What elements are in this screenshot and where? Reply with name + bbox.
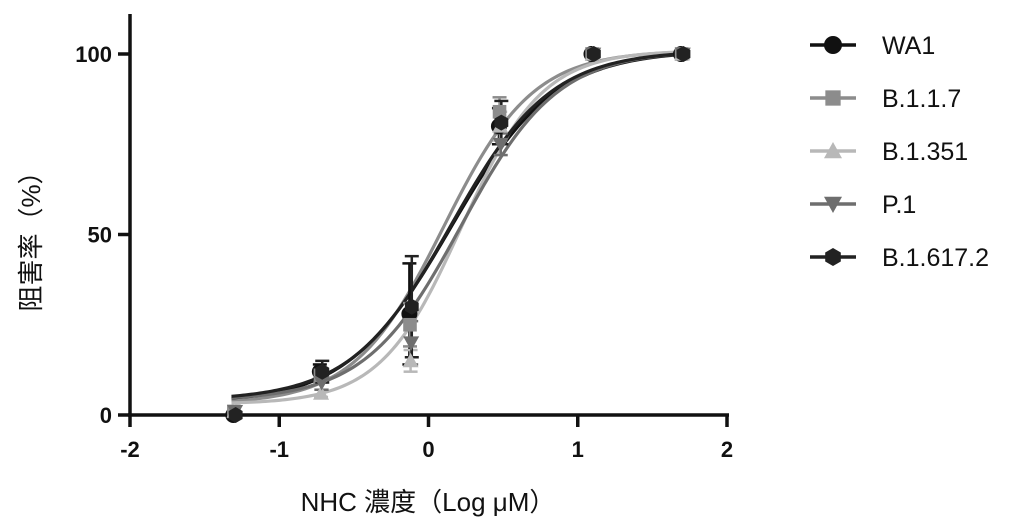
legend-label: B.1.617.2 [882,244,989,272]
x-tick-label: 2 [721,437,733,462]
data-point-B.1.617.2 [494,114,509,131]
x-axis-title: NHC 濃度（Log μM） [301,487,556,517]
fit-curve-P.1 [231,52,686,400]
y-tick-label: 50 [88,223,112,248]
data-point-B.1.617.2 [676,46,691,62]
legend-label: WA1 [882,32,935,60]
legend-marker-B.1.351 [824,142,842,159]
fit-curve-B.1.617.2 [231,51,686,398]
legend-label: P.1 [882,191,916,219]
axes: 0 50 100 -2 -1 0 1 2 [75,14,733,462]
legend-marker-B.1.1.7 [825,90,841,106]
data-point-B.1.617.2 [404,298,419,315]
legend-label: B.1.1.7 [882,85,961,113]
data-point-B.1.1.7 [403,317,417,332]
legend-marker-B.1.617.2 [825,248,841,266]
fit-curve-B.1.351 [231,50,686,405]
data-point-B.1.617.2 [228,407,243,423]
data-point-P.1 [492,137,509,153]
data-point-B.1.617.2 [586,46,601,62]
fit-curve-B.1.1.7 [231,50,686,403]
data-point-B.1.351 [402,352,419,368]
data-point-B.1.351 [313,385,330,400]
data-point-P.1 [313,376,330,391]
y-axis-title: 阻害率（%） [16,158,46,311]
x-tick-label: 1 [572,437,584,462]
error-bars [312,96,509,399]
data-point-B.1.1.7 [492,104,507,119]
legend-marker-WA1 [824,36,842,54]
data-points [225,46,691,423]
x-tick-label: 0 [422,437,434,462]
data-point-B.1.617.2 [315,363,330,380]
legend-marker-P.1 [824,196,842,213]
legend-label: B.1.351 [882,138,968,166]
y-tick-label: 100 [75,42,112,67]
x-tick-label: -2 [120,437,140,462]
x-tick-label: -1 [269,437,289,462]
y-tick-label: 0 [100,403,112,428]
fit-curves [231,50,686,405]
data-point-P.1 [403,336,420,351]
legend: WA1 B.1.1.7 B.1.351 P.1 B.1.617.2 [810,32,989,272]
fit-curve-WA1 [231,52,686,401]
